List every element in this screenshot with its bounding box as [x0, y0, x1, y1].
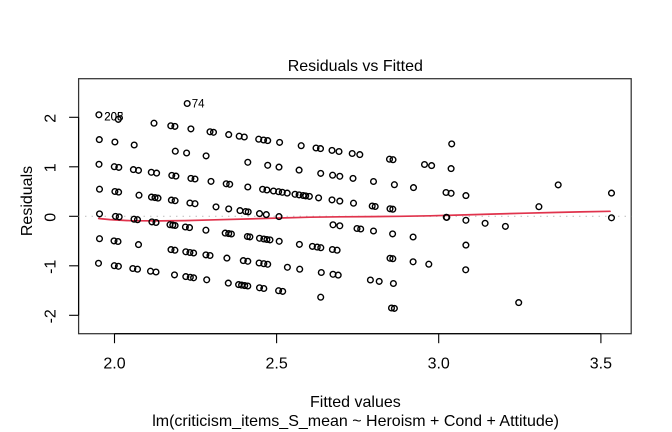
svg-text:lm(criticism_items_S_mean ~ He: lm(criticism_items_S_mean ~ Heroism + Co…	[152, 413, 559, 430]
svg-text:3.5: 3.5	[590, 356, 612, 373]
svg-text:205: 205	[104, 111, 123, 123]
svg-text:74: 74	[192, 98, 205, 110]
svg-text:-1: -1	[43, 260, 60, 274]
svg-text:1: 1	[43, 163, 60, 172]
svg-text:208: 208	[104, 111, 123, 123]
svg-text:2.0: 2.0	[103, 356, 125, 373]
svg-text:-2: -2	[43, 309, 60, 323]
svg-text:3.0: 3.0	[428, 356, 450, 373]
svg-text:Residuals vs Fitted: Residuals vs Fitted	[288, 58, 423, 75]
svg-text:2: 2	[43, 114, 60, 123]
svg-text:0: 0	[43, 213, 60, 222]
svg-text:Residuals: Residuals	[19, 166, 36, 236]
svg-text:Fitted values: Fitted values	[310, 394, 401, 411]
svg-text:2.5: 2.5	[265, 356, 287, 373]
